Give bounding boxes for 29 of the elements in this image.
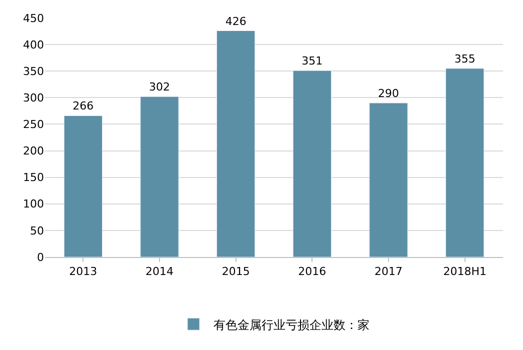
y-tick-label: 200 xyxy=(23,144,44,158)
data-label: 351 xyxy=(302,54,323,68)
bar xyxy=(292,70,332,257)
bar xyxy=(216,30,256,257)
x-tick-label: 2017 xyxy=(374,265,402,278)
y-tick-label: 50 xyxy=(30,224,44,238)
x-tick-label: 2016 xyxy=(298,265,326,278)
y-tick-label: 0 xyxy=(37,250,44,264)
y-tick-label: 100 xyxy=(23,198,44,211)
y-tick-label: 150 xyxy=(23,171,44,184)
x-tick-label: 2013 xyxy=(69,265,98,278)
y-tick-label: 300 xyxy=(23,92,44,105)
x-tick-label: 2018H1 xyxy=(443,265,486,278)
data-label: 302 xyxy=(149,80,170,94)
bar xyxy=(140,96,179,257)
y-tick-label: 350 xyxy=(23,64,44,78)
y-tick-label: 250 xyxy=(23,118,44,132)
y-tick-label: 450 xyxy=(23,12,44,25)
bar xyxy=(64,115,102,257)
legend-label: 有色金属行业亏损企业数：家 xyxy=(214,318,370,332)
x-tick-label: 2015 xyxy=(222,265,250,278)
x-tick-label: 2014 xyxy=(146,265,174,278)
bar xyxy=(369,102,408,257)
y-tick-label: 400 xyxy=(23,38,44,52)
data-label: 355 xyxy=(454,52,476,66)
data-label: 266 xyxy=(72,100,94,113)
data-label: 290 xyxy=(378,86,399,100)
bar xyxy=(446,68,484,257)
data-label: 426 xyxy=(225,14,246,28)
